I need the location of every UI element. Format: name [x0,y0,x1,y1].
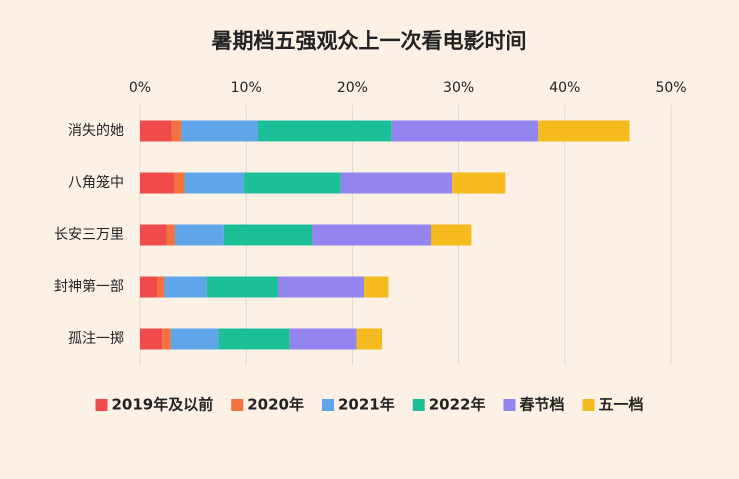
x-tick-label: 20% [337,80,368,96]
bar-segment [181,120,258,142]
bar-segment [356,328,383,350]
bar-segment [538,120,630,142]
legend-swatch [231,399,244,411]
bar-segment [218,328,290,350]
bar-segment [162,328,171,350]
legend-label: 2022年 [429,396,486,414]
bar-segment [166,224,176,246]
bar-segment [171,120,182,142]
bar-segment [140,328,163,350]
bar-segment [156,276,165,298]
bar-segment [206,276,279,298]
bar-segment [278,276,365,298]
bar-segment [452,172,506,194]
x-tick-label: 0% [129,80,151,96]
bar-segment [364,276,389,298]
bar-segment [257,120,392,142]
bar-segment [223,224,313,246]
bar-segment [164,276,207,298]
x-tick-label: 40% [549,80,580,96]
bar-segment [140,276,157,298]
y-tick-label: 消失的她 [68,123,124,139]
y-tick-label: 孤注一掷 [68,331,124,347]
x-tick-label: 50% [655,80,686,96]
legend-swatch [582,399,595,411]
bar-segment [175,224,224,246]
legend-swatch [321,399,334,411]
bar-segment [170,328,219,350]
y-tick-label: 八角笼中 [68,174,124,191]
bar-segment [140,224,167,246]
legend-label: 2019年及以前 [111,396,213,414]
bar-segment [244,172,341,194]
legend-swatch [412,399,425,411]
x-tick-label: 10% [231,80,262,96]
bar-segment [430,224,472,246]
bar-segment [312,224,431,246]
bar-segment [173,172,185,194]
bar-segment [184,172,245,194]
legend-label: 五一档 [599,396,644,414]
bar-segment [140,172,174,194]
bar-segment [140,120,172,142]
bar-segment [289,328,357,350]
y-tick-label: 封神第一部 [54,278,124,295]
legend-swatch [503,399,516,411]
chart-title: 暑期档五强观众上一次看电影时间 [212,29,527,53]
x-tick-label: 30% [443,80,474,96]
legend-label: 春节档 [519,396,564,414]
legend-label: 2021年 [338,396,395,414]
legend-swatch [95,399,108,411]
bar-segment [391,120,539,142]
y-tick-label: 长安三万里 [54,227,124,243]
bar-segment [340,172,453,194]
legend-label: 2020年 [247,396,304,414]
